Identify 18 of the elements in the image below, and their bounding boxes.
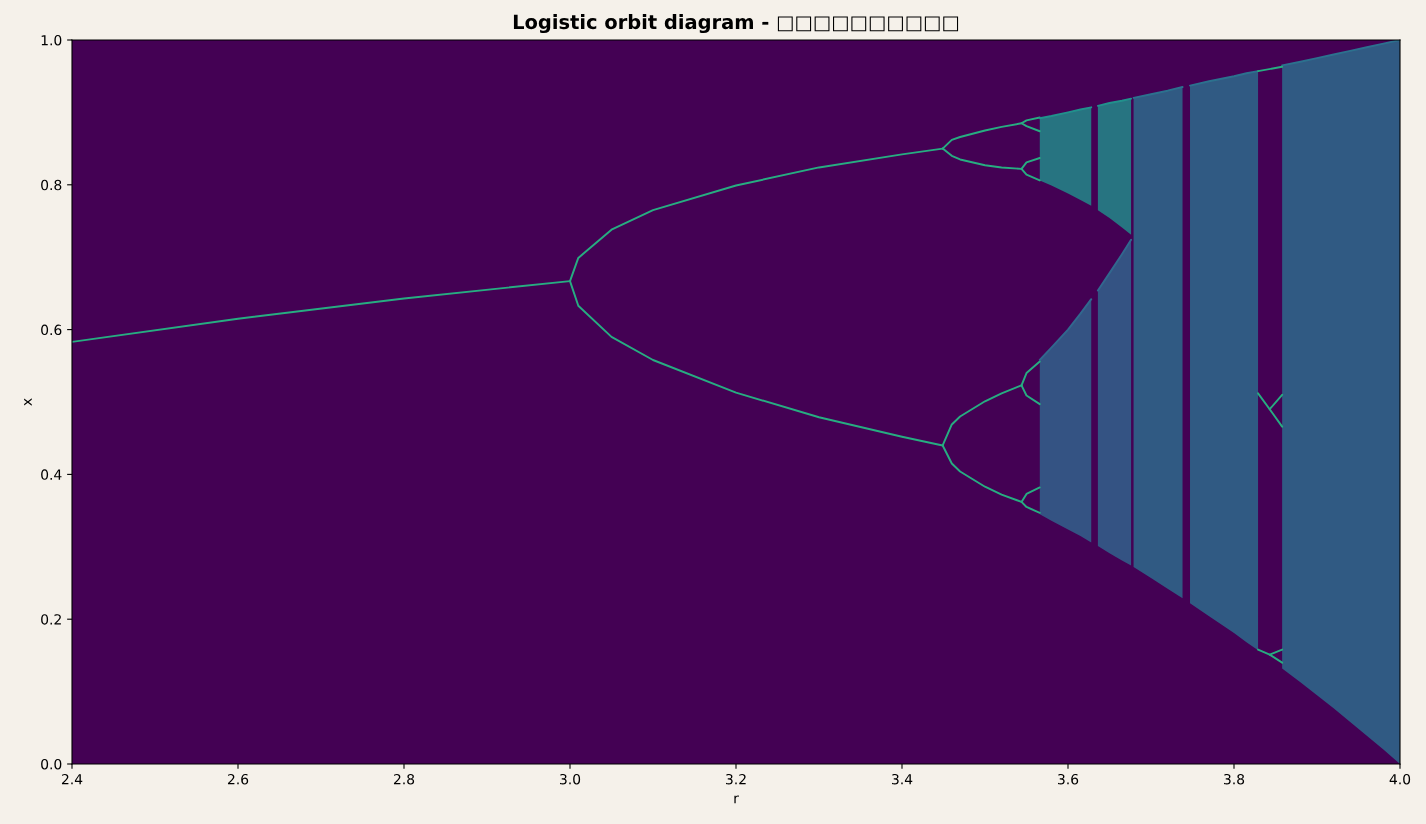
x-tick-label: 4.0 (1389, 773, 1411, 785)
chart-title: Logistic orbit diagram - □□□□□□□□□□ (513, 14, 959, 34)
x-tick-label: 2.6 (227, 773, 249, 785)
x-axis-title: r (734, 795, 739, 804)
x-tick-label: 3.8 (1224, 773, 1245, 785)
y-tick-label: 0.4 (41, 469, 62, 480)
y-axis-title: x (24, 398, 32, 406)
x-tick-label: 2.8 (393, 773, 415, 785)
y-tick-label: 0.2 (41, 614, 61, 625)
x-tick-label: 3.4 (892, 773, 913, 785)
x-tick-label: 2.4 (61, 773, 83, 785)
x-tick-label: 3.2 (726, 773, 746, 785)
y-tick-label: 1.0 (41, 34, 62, 46)
y-tick-label: 0.6 (41, 324, 62, 336)
y-tick-label: 0.0 (41, 758, 62, 770)
y-tick-label: 0.8 (41, 179, 62, 191)
x-tick-label: 3.6 (1058, 773, 1079, 785)
x-tick-label: 3.0 (560, 773, 581, 785)
